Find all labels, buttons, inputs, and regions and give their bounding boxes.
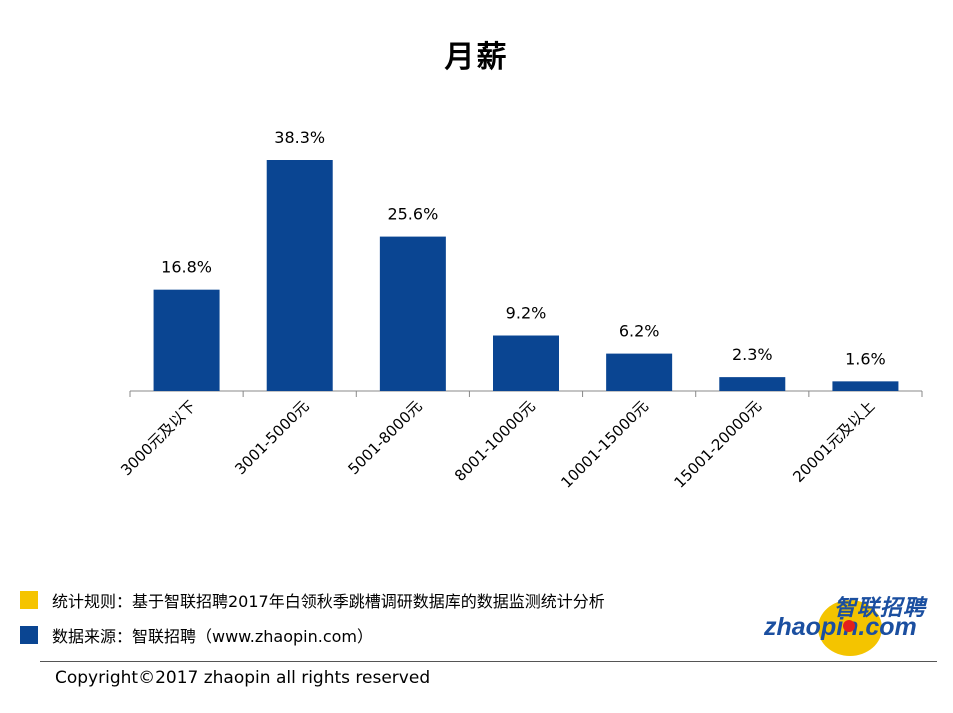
category-label: 3001-5000元 [231,397,312,478]
data-label: 16.8% [161,258,212,277]
data-label: 6.2% [619,322,660,341]
source-note: 数据来源：智联招聘（www.zhaopin.com） [20,624,373,646]
category-label: 8001-10000元 [451,397,539,485]
category-label: 15001-20000元 [670,397,765,492]
category-label: 10001-15000元 [557,397,652,492]
logo-dot-icon [843,620,855,632]
rule-note: 统计规则：基于智联招聘2017年白领秋季跳槽调研数据库的数据监测统计分析 [20,589,605,611]
category-label: 20001元及以上 [789,397,878,486]
category-label: 5001-8000元 [345,397,426,478]
bar [266,160,333,391]
data-label: 9.2% [506,304,547,323]
copyright-text: Copyright©2017 zhaopin all rights reserv… [55,668,431,688]
bar [606,353,673,391]
yellow-square-icon [20,591,38,609]
bar [493,335,559,391]
chart-title: 月薪 [444,40,509,75]
bar [379,236,446,391]
category-label: 3000元及以下 [117,397,199,479]
rule-text: 统计规则：基于智联招聘2017年白领秋季跳槽调研数据库的数据监测统计分析 [52,592,605,611]
data-label: 38.3% [274,128,325,147]
data-label: 1.6% [845,349,886,368]
bar [832,381,899,391]
footer-divider [40,661,937,662]
blue-square-icon [20,626,38,644]
bar [153,289,220,391]
zhaopin-logo: 智联招聘 zhaopin.com [760,588,940,658]
data-label: 25.6% [387,205,438,224]
bar [719,377,786,391]
bar-chart: 16.8% 3000元及以下 38.3% 3001-5000元 25.6% 5001-80… [117,128,923,492]
data-label: 2.3% [732,345,773,364]
source-text: 数据来源：智联招聘（www.zhaopin.com） [52,627,374,646]
